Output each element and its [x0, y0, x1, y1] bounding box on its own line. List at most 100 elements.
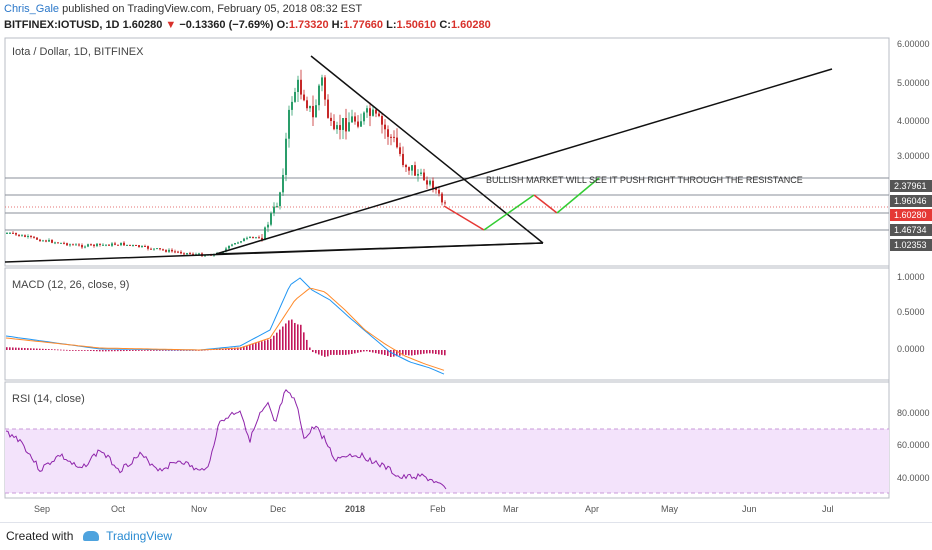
publish-info: published on TradingView.com, February 0… [62, 3, 363, 15]
macd-histogram-bar [402, 350, 404, 356]
macd-histogram-bar [351, 350, 353, 354]
candle-body [18, 234, 20, 236]
candle-body [342, 118, 344, 130]
candle-body [333, 121, 335, 130]
macd-histogram-bar [354, 350, 356, 354]
price-tick: 3.00000 [897, 151, 930, 161]
macd-histogram-bar [312, 350, 314, 353]
macd-histogram-bar [15, 347, 17, 350]
down-arrow-icon: ▼ [165, 19, 177, 31]
candle-body [99, 243, 101, 245]
rising-trendline[interactable] [215, 68, 833, 255]
wedge-base-line[interactable] [215, 242, 544, 255]
price-tag-text: 2.37961 [894, 181, 927, 191]
macd-histogram-bar [9, 347, 11, 350]
candle-body [411, 165, 413, 171]
macd-histogram-bar [441, 350, 443, 355]
macd-histogram-bar [165, 350, 167, 351]
price-pane[interactable] [4, 37, 890, 267]
price-tick: 4.00000 [897, 116, 930, 126]
macd-histogram-bar [18, 347, 20, 350]
macd-histogram-bar [123, 350, 125, 352]
candle-body [111, 243, 113, 246]
candle-body [354, 116, 356, 122]
macd-pane[interactable] [4, 267, 890, 381]
macd-histogram-bar [12, 347, 14, 350]
candle-body [264, 227, 266, 240]
candle-body [9, 232, 11, 234]
macd-histogram-bar [111, 350, 113, 352]
macd-histogram-bar [336, 350, 338, 355]
chart-header: Chris_Gale published on TradingView.com,… [0, 0, 932, 36]
candle-body [306, 100, 308, 109]
macd-histogram-bar [339, 350, 341, 355]
macd-histogram-bar [357, 350, 359, 353]
tradingview-brand-link[interactable]: TradingView [106, 529, 173, 543]
price-tag-text: 1.60280 [894, 210, 927, 220]
candle-body [360, 121, 362, 127]
candle-body [276, 206, 278, 208]
candle-body [363, 112, 365, 122]
rsi-tick: 40.0000 [897, 473, 930, 483]
candle-body [252, 236, 254, 238]
projection-breakout-leg[interactable] [556, 177, 600, 214]
author-link[interactable]: Chris_Gale [4, 3, 60, 15]
candle-body [75, 244, 77, 246]
candle-body [273, 206, 275, 214]
annotation-text[interactable]: BULLISH MARKET WILL SEE IT PUSH RIGHT TH… [486, 175, 803, 185]
macd-tick: 0.0000 [897, 344, 925, 354]
candle-body [198, 253, 200, 255]
candle-body [390, 136, 392, 138]
time-tick: Oct [111, 504, 126, 514]
macd-histogram-bar [138, 350, 140, 351]
candle-body [303, 94, 305, 101]
macd-histogram-bar [267, 339, 269, 350]
projection-pullback-leg[interactable] [533, 194, 558, 214]
candle-body [282, 174, 284, 193]
trendlines[interactable] [4, 55, 833, 263]
macd-histogram-bar [276, 332, 278, 350]
macd-histogram-bar [390, 350, 392, 357]
candle-body [15, 232, 17, 235]
candle-body [93, 244, 95, 247]
macd-histogram-bar [90, 350, 92, 351]
symbol-line: BITFINEX:IOTUSD, 1D 1.60280 ▼ −0.13360 (… [4, 19, 491, 31]
macd-histogram-bar [363, 350, 365, 352]
candle-body [180, 251, 182, 254]
candle-body [36, 237, 38, 240]
macd-histogram-bar [375, 350, 377, 354]
macd-histogram-bar [135, 350, 137, 351]
time-tick: 2018 [345, 504, 365, 514]
chart-canvas[interactable]: BULLISH MARKET WILL SEE IT PUSH RIGHT TH… [0, 36, 932, 522]
candle-body [54, 242, 56, 244]
candle-body [135, 244, 137, 246]
candle-body [123, 242, 125, 246]
macd-histogram-bar [144, 350, 146, 351]
candle-body [237, 242, 239, 244]
projection-path[interactable] [443, 177, 600, 231]
candle-body [141, 245, 143, 248]
resistance-line[interactable] [310, 55, 544, 244]
candle-body [204, 255, 206, 257]
price-scale[interactable] [889, 38, 932, 498]
macd-histogram-bar [171, 350, 173, 351]
candlestick-series[interactable] [6, 69, 446, 257]
macd-pane-title: MACD (12, 26, close, 9) [12, 279, 129, 291]
candle-body [39, 239, 41, 242]
candle-body [246, 237, 248, 239]
candle-body [186, 253, 188, 255]
candle-body [234, 242, 236, 245]
macd-histogram-bar [156, 350, 158, 351]
macd-histogram-bar [48, 349, 50, 350]
macd-histogram-bar [291, 319, 293, 350]
projection-down-leg[interactable] [443, 205, 485, 231]
projection-up-leg[interactable] [483, 194, 535, 231]
macd-histogram-bar [51, 349, 53, 351]
macd-histogram-bar [81, 350, 83, 351]
macd-histogram-bar [147, 350, 149, 351]
candle-body [129, 244, 131, 246]
macd-histogram-bar [360, 350, 362, 353]
candle-body [372, 109, 374, 116]
candle-body [162, 249, 164, 251]
macd-histogram-bar [96, 350, 98, 352]
